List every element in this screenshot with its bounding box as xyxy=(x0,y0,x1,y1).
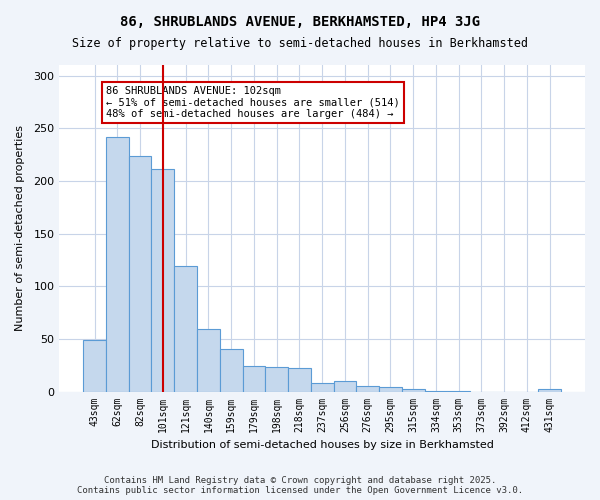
Bar xyxy=(379,388,402,392)
Bar xyxy=(288,368,311,392)
Text: 86 SHRUBLANDS AVENUE: 102sqm
← 51% of semi-detached houses are smaller (514)
48%: 86 SHRUBLANDS AVENUE: 102sqm ← 51% of se… xyxy=(106,86,400,120)
Text: Contains HM Land Registry data © Crown copyright and database right 2025.
Contai: Contains HM Land Registry data © Crown c… xyxy=(77,476,523,495)
Y-axis label: Number of semi-detached properties: Number of semi-detached properties xyxy=(15,126,25,332)
Bar xyxy=(174,266,197,392)
Bar xyxy=(402,390,425,392)
X-axis label: Distribution of semi-detached houses by size in Berkhamsted: Distribution of semi-detached houses by … xyxy=(151,440,494,450)
Bar xyxy=(448,390,470,392)
Bar xyxy=(220,350,242,392)
Text: 86, SHRUBLANDS AVENUE, BERKHAMSTED, HP4 3JG: 86, SHRUBLANDS AVENUE, BERKHAMSTED, HP4 … xyxy=(120,15,480,29)
Text: Size of property relative to semi-detached houses in Berkhamsted: Size of property relative to semi-detach… xyxy=(72,38,528,51)
Bar xyxy=(538,390,561,392)
Bar xyxy=(356,386,379,392)
Bar xyxy=(106,136,129,392)
Bar xyxy=(242,366,265,392)
Bar xyxy=(334,381,356,392)
Bar xyxy=(129,156,151,392)
Bar xyxy=(265,368,288,392)
Bar xyxy=(197,330,220,392)
Bar xyxy=(83,340,106,392)
Bar xyxy=(151,170,174,392)
Bar xyxy=(425,390,448,392)
Bar xyxy=(311,383,334,392)
